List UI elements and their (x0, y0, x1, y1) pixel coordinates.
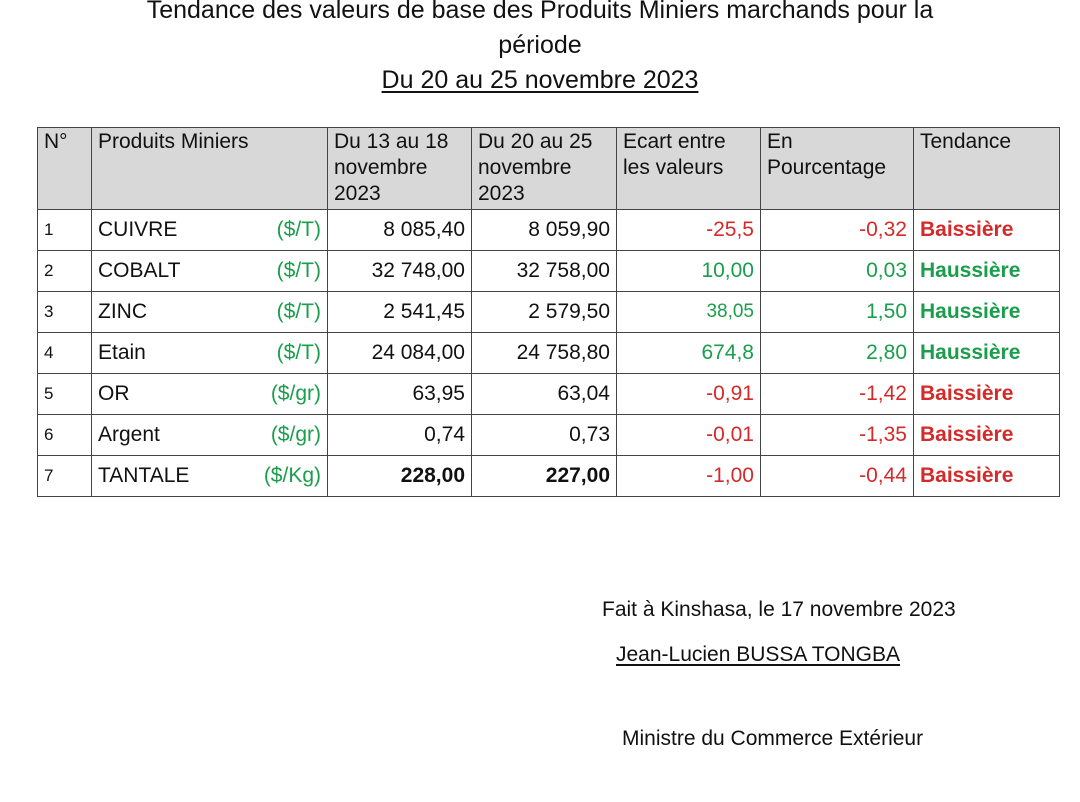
percentage-value: -0,44 (760, 455, 914, 497)
period-2-value: 63,04 (471, 373, 617, 415)
period-2-value: 24 758,80 (471, 332, 617, 374)
header-period-2: Du 20 au 25 novembre 2023 (471, 127, 617, 210)
percentage-value: -1,35 (760, 414, 914, 456)
header-ecart: Ecart entre les valeurs (616, 127, 761, 210)
product-unit: ($/Kg) (263, 464, 321, 487)
ecart-value: -1,00 (616, 455, 761, 497)
product-unit: ($/T) (276, 300, 321, 323)
product-cell: ZINC ($/T) (91, 291, 328, 333)
percentage-value: 0,03 (760, 250, 914, 292)
ecart-value: 10,00 (616, 250, 761, 292)
product-cell: Etain ($/T) (91, 332, 328, 374)
trend-badge: Baissière (913, 455, 1060, 497)
header-trend: Tendance (913, 127, 1060, 210)
trend-badge: Baissière (913, 373, 1060, 415)
period-1-value: 2 541,45 (327, 291, 472, 333)
header-number: N° (37, 127, 92, 210)
mining-products-table: N° Produits Miniers Du 13 au 18 novembre… (37, 127, 1060, 497)
place-and-date: Fait à Kinshasa, le 17 novembre 2023 (602, 598, 956, 621)
trend-badge: Baissière (913, 209, 1060, 251)
period-2-value: 2 579,50 (471, 291, 617, 333)
product-cell: OR ($/gr) (91, 373, 328, 415)
product-cell: COBALT ($/T) (91, 250, 328, 292)
product-cell: TANTALE ($/Kg) (91, 455, 328, 497)
row-number: 5 (37, 373, 92, 415)
row-number: 6 (37, 414, 92, 456)
row-number: 3 (37, 291, 92, 333)
header-period-1: Du 13 au 18 novembre 2023 (327, 127, 472, 210)
trend-badge: Baissière (913, 414, 1060, 456)
product-name: Argent (98, 423, 160, 446)
percentage-value: 2,80 (760, 332, 914, 374)
table-row: 5 OR ($/gr) 63,95 63,04 -0,91 -1,42 Baiss… (37, 373, 1060, 415)
product-name: CUIVRE (98, 218, 178, 241)
product-unit: ($/T) (276, 259, 321, 282)
product-unit: ($/gr) (270, 423, 321, 446)
table-row: 1 CUIVRE ($/T) 8 085,40 8 059,90 -25,5 -0… (37, 209, 1060, 251)
table-row: 6 Argent ($/gr) 0,74 0,73 -0,01 -1,35 Bai… (37, 414, 1060, 456)
document-period-title: Du 20 au 25 novembre 2023 (0, 64, 1080, 96)
period-1-value: 8 085,40 (327, 209, 472, 251)
header-product: Produits Miniers (91, 127, 328, 210)
product-name: ZINC (98, 300, 147, 323)
product-unit: ($/T) (276, 341, 321, 364)
product-name: COBALT (98, 259, 181, 282)
row-number: 2 (37, 250, 92, 292)
document-title-line-1: Tendance des valeurs de base des Produit… (146, 0, 934, 24)
table-header-row: N° Produits Miniers Du 13 au 18 novembre… (37, 127, 1060, 210)
percentage-value: -0,32 (760, 209, 914, 251)
header-percentage: En Pourcentage (760, 127, 914, 210)
ecart-value: -0,91 (616, 373, 761, 415)
trend-badge: Haussière (913, 291, 1060, 333)
trend-badge: Haussière (913, 250, 1060, 292)
trend-badge: Haussière (913, 332, 1060, 374)
product-cell: Argent ($/gr) (91, 414, 328, 456)
product-name: OR (98, 382, 130, 405)
period-2-value: 227,00 (471, 455, 617, 497)
percentage-value: -1,42 (760, 373, 914, 415)
product-name: TANTALE (98, 464, 190, 487)
ecart-value: 38,05 (616, 291, 761, 333)
period-1-value: 0,74 (327, 414, 472, 456)
product-cell: CUIVRE ($/T) (91, 209, 328, 251)
row-number: 1 (37, 209, 92, 251)
row-number: 7 (37, 455, 92, 497)
period-2-value: 32 758,00 (471, 250, 617, 292)
signatory-name: Jean-Lucien BUSSA TONGBA (616, 643, 901, 666)
period-1-value: 228,00 (327, 455, 472, 497)
ecart-value: -0,01 (616, 414, 761, 456)
table-row: 3 ZINC ($/T) 2 541,45 2 579,50 38,05 1,50… (37, 291, 1060, 333)
percentage-value: 1,50 (760, 291, 914, 333)
product-unit: ($/T) (276, 218, 321, 241)
row-number: 4 (37, 332, 92, 374)
ecart-value: -25,5 (616, 209, 761, 251)
period-2-value: 8 059,90 (471, 209, 617, 251)
document-title-line-2: période (498, 31, 582, 59)
product-unit: ($/gr) (270, 382, 321, 405)
period-2-value: 0,73 (471, 414, 617, 456)
period-1-value: 63,95 (327, 373, 472, 415)
product-name: Etain (98, 341, 146, 364)
table-row: 4 Etain ($/T) 24 084,00 24 758,80 674,8 2… (37, 332, 1060, 374)
ecart-value: 674,8 (616, 332, 761, 374)
period-1-value: 24 084,00 (327, 332, 472, 374)
period-1-value: 32 748,00 (327, 250, 472, 292)
table-row: 2 COBALT ($/T) 32 748,00 32 758,00 10,00 … (37, 250, 1060, 292)
table-row: 7 TANTALE ($/Kg) 228,00 227,00 -1,00 -0,4… (37, 455, 1060, 497)
signatory-role: Ministre du Commerce Extérieur (622, 727, 924, 750)
document-period-text: Du 20 au 25 novembre 2023 (381, 66, 699, 94)
